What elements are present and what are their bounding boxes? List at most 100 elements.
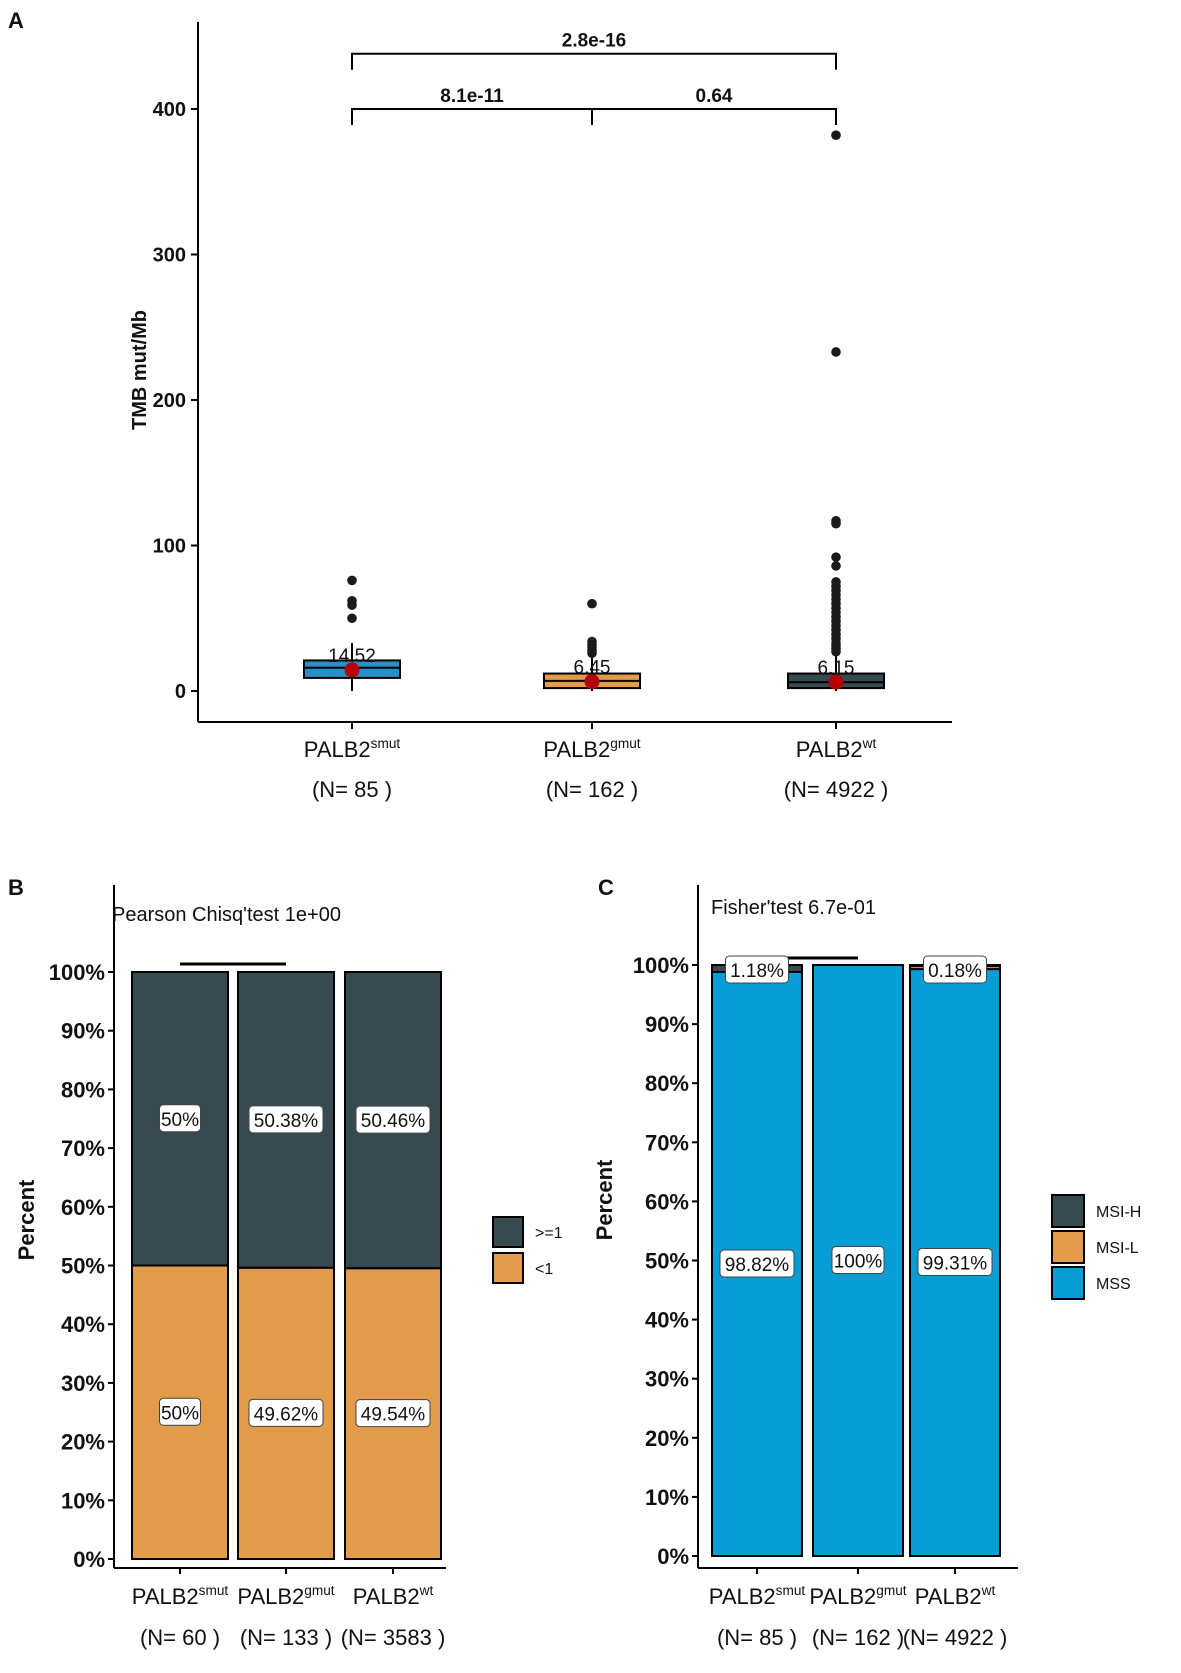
value-label-box <box>831 1246 885 1274</box>
legend: >=1 <1 <box>492 1216 563 1284</box>
legend-swatch <box>1051 1230 1085 1264</box>
value-label-box <box>248 1398 324 1427</box>
y-tick-label: 50% <box>645 1249 689 1274</box>
category-name: PALB2 <box>709 1584 776 1609</box>
mean-label: 6.15 <box>818 658 855 679</box>
x-tick-label: PALB2smut <box>132 1583 229 1609</box>
p-value-label: 8.1e-11 <box>440 86 504 107</box>
n-label: (N= 162 ) <box>546 777 638 802</box>
y-tick-label: 300 <box>153 245 186 267</box>
category-name: PALB2 <box>132 1584 199 1609</box>
y-tick-label: 90% <box>61 1019 105 1044</box>
y-axis-title: Percent <box>592 1159 617 1240</box>
mean-point <box>344 662 360 678</box>
significance-bracket: 2.8e-16 <box>351 31 837 70</box>
panel-a-letter: A <box>8 8 24 33</box>
y-tick-label: 60% <box>61 1195 105 1220</box>
category-name: PALB2 <box>809 1584 876 1609</box>
y-tick-label: 30% <box>645 1367 689 1392</box>
category-superscript: wt <box>862 736 877 751</box>
p-value-label: 0.64 <box>696 86 733 107</box>
category-superscript: smut <box>371 736 401 751</box>
y-tick-label: 80% <box>645 1071 689 1096</box>
panel-letter: B <box>8 875 24 900</box>
category-name: PALB2 <box>796 737 863 762</box>
bracket-line <box>351 52 837 70</box>
significance-bracket: 8.1e-11 <box>351 86 593 125</box>
y-tick-label: 100% <box>49 960 105 985</box>
legend-label: MSS <box>1096 1276 1131 1293</box>
category-superscript: smut <box>199 1583 229 1598</box>
value-label-box <box>159 1104 201 1133</box>
bar-group-wt: 99.31% 0.18% PALB2wt (N= 4922 ) <box>903 955 1007 1650</box>
n-label: (N= 60 ) <box>140 1625 220 1650</box>
category-superscript: wt <box>981 1583 996 1598</box>
mean-label: 14.52 <box>328 646 376 667</box>
outlier-point <box>831 347 841 357</box>
chart-title: Fisher'test 6.7e-01 <box>711 897 876 919</box>
value-label: 100% <box>834 1252 883 1273</box>
x-tick-label: PALB2smut <box>709 1583 806 1609</box>
y-tick-label: 10% <box>645 1485 689 1510</box>
value-label-box <box>719 1249 795 1278</box>
panel-letter: C <box>598 875 614 900</box>
category-name: PALB2 <box>915 1584 982 1609</box>
value-label: 50.46% <box>361 1111 426 1132</box>
y-tick-label: 0% <box>657 1544 689 1569</box>
y-tick-label: 40% <box>61 1312 105 1337</box>
legend-swatch <box>1051 1194 1085 1228</box>
value-label: 50% <box>161 1403 199 1424</box>
category-superscript: smut <box>776 1583 806 1598</box>
y-axis-title: Percent <box>14 1179 39 1260</box>
y-tick-label: 100 <box>153 536 186 558</box>
bar-group-gmut: 49.62% 50.38% PALB2gmut (N= 133 ) <box>237 971 335 1650</box>
y-tick-label: 50% <box>61 1254 105 1279</box>
value-label: 50% <box>161 1110 199 1131</box>
legend-label: MSI-H <box>1096 1204 1141 1221</box>
legend-label: <1 <box>535 1261 553 1278</box>
n-label: (N= 3583 ) <box>341 1625 446 1650</box>
legend-label: MSI-L <box>1096 1240 1139 1257</box>
x-tick-label: PALB2wt <box>796 736 877 762</box>
value-label-box <box>355 1105 431 1134</box>
mean-point <box>828 674 844 690</box>
y-tick-label: 10% <box>61 1488 105 1513</box>
category-superscript: gmut <box>876 1583 907 1598</box>
outlier-point <box>347 575 357 586</box>
value-label-box <box>725 955 789 984</box>
outlier-point <box>347 613 357 624</box>
category-name: PALB2 <box>237 1584 304 1609</box>
y-tick-label: 20% <box>645 1426 689 1451</box>
legend-swatch <box>492 1216 524 1248</box>
panel-b: B Pearson Chisq'test 1e+00 0% 10% 20% 30% 40% 5… <box>8 875 563 1650</box>
y-tick-label: 60% <box>645 1189 689 1214</box>
bracket-line <box>351 108 593 125</box>
x-tick-label: PALB2smut <box>304 736 401 762</box>
value-label: 49.62% <box>254 1404 319 1425</box>
bar-group-gmut: 100% PALB2gmut (N= 162 ) <box>809 964 907 1650</box>
value-label: 1.18% <box>730 961 784 982</box>
y-tick-label: 90% <box>645 1012 689 1037</box>
outlier-point <box>831 130 841 140</box>
bracket-line <box>591 108 837 125</box>
n-label: (N= 85 ) <box>717 1625 797 1650</box>
y-tick-label: 0% <box>73 1547 105 1572</box>
y-tick-label: 70% <box>645 1130 689 1155</box>
y-tick-label: 100% <box>633 953 689 978</box>
value-label-box <box>355 1399 431 1428</box>
legend: MSI-H MSI-L MSS <box>1051 1194 1141 1300</box>
category-superscript: gmut <box>304 1583 335 1598</box>
category-name: PALB2 <box>543 737 610 762</box>
value-label-box <box>923 955 987 984</box>
legend-label: >=1 <box>535 1225 563 1242</box>
n-label: (N= 4922 ) <box>784 777 889 802</box>
legend-swatch <box>492 1252 524 1284</box>
outlier-point <box>831 561 841 571</box>
y-tick-label: 30% <box>61 1371 105 1396</box>
y-tick-label: 200 <box>153 390 186 412</box>
value-label: 0.18% <box>928 961 982 982</box>
outlier-point <box>831 577 841 587</box>
legend-swatch <box>1051 1266 1085 1300</box>
bar-group-wt: 49.54% 50.46% PALB2wt (N= 3583 ) <box>341 971 446 1650</box>
n-label: (N= 162 ) <box>812 1625 904 1650</box>
